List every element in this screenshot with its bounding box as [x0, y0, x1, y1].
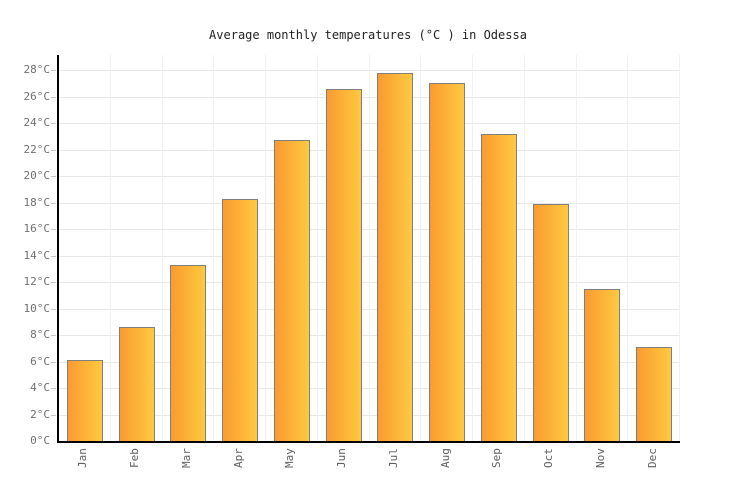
y-gridline — [59, 176, 680, 177]
y-axis-tick — [51, 335, 56, 336]
bar-dec — [636, 346, 673, 441]
y-axis-tick — [51, 149, 56, 151]
bar-nov — [584, 288, 621, 441]
y-axis-label: 28°C — [23, 63, 51, 76]
x-gridline — [161, 55, 163, 441]
bar-jul — [377, 72, 414, 441]
y-axis-tick — [51, 229, 56, 230]
x-axis-label-jan: Jan — [76, 448, 90, 468]
x-axis-label-feb: Feb — [128, 448, 142, 468]
bar-aug — [429, 83, 466, 441]
bar-feb — [118, 327, 155, 441]
y-gridline — [59, 202, 680, 204]
x-axis-label-apr: Apr — [231, 448, 245, 468]
y-axis-tick — [51, 361, 56, 363]
y-axis-label: 20°C — [23, 169, 51, 182]
y-axis-tick — [51, 414, 56, 416]
x-gridline — [420, 55, 422, 441]
x-gridline — [523, 55, 525, 441]
x-axis-label-mar: Mar — [179, 448, 193, 468]
y-gridline — [59, 414, 680, 416]
bar-sep — [480, 133, 517, 441]
x-axis-label-aug: Aug — [438, 448, 452, 468]
y-axis-label: 4°C — [30, 381, 50, 394]
y-axis-tick — [51, 282, 56, 283]
x-gridline — [316, 55, 318, 441]
x-gridline — [213, 55, 215, 441]
y-axis-label: 8°C — [30, 328, 50, 341]
y-gridline — [59, 335, 680, 336]
bar-jan — [66, 360, 103, 441]
bar-jun — [325, 88, 362, 441]
chart-title: Average monthly temperatures (°C ) in Od… — [209, 28, 527, 42]
y-gridline — [59, 361, 680, 363]
y-gridline — [59, 70, 680, 71]
x-gridline — [472, 55, 473, 441]
x-axis-label-may: May — [283, 448, 297, 468]
y-axis-label: 24°C — [23, 116, 51, 129]
x-axis-label-dec: Dec — [645, 448, 659, 468]
y-axis-tick — [51, 70, 56, 71]
y-gridline — [59, 229, 680, 230]
y-axis-tick — [51, 255, 56, 257]
x-gridline — [679, 55, 680, 441]
bar-may — [273, 140, 310, 441]
y-axis-tick — [51, 388, 56, 389]
y-gridline — [59, 96, 680, 98]
x-gridline — [265, 55, 266, 441]
x-axis-label-sep: Sep — [490, 448, 504, 468]
y-axis-tick — [51, 176, 56, 177]
y-gridline — [59, 282, 680, 283]
y-gridline — [59, 123, 680, 124]
bar-apr — [222, 198, 259, 441]
y-axis-label: 14°C — [23, 248, 51, 262]
x-axis-label-nov: Nov — [593, 448, 607, 468]
y-axis-tick — [51, 202, 56, 204]
y-axis-label: 10°C — [23, 301, 51, 315]
y-axis-label: 6°C — [30, 354, 50, 368]
plot-area — [51, 55, 680, 443]
bar-oct — [532, 203, 569, 441]
y-axis-tick — [51, 308, 56, 310]
x-gridline — [575, 55, 577, 441]
x-gridline — [368, 55, 370, 441]
x-axis-label-jul: Jul — [386, 448, 400, 468]
x-gridline — [627, 55, 629, 441]
y-axis-label: 22°C — [23, 142, 51, 156]
y-axis-label: 18°C — [23, 195, 51, 209]
x-gridline — [109, 55, 111, 441]
y-axis-label: 16°C — [23, 222, 51, 235]
y-axis-label: 26°C — [23, 89, 51, 103]
y-gridline — [59, 149, 680, 151]
y-axis-label: 2°C — [30, 407, 50, 421]
bar-mar — [170, 264, 207, 441]
y-axis-label: 0°C — [30, 434, 50, 447]
y-gridline — [59, 308, 680, 310]
x-axis-label-oct: Oct — [542, 448, 556, 468]
y-gridline — [59, 388, 680, 389]
y-axis-label: 12°C — [23, 275, 51, 288]
y-gridline — [59, 255, 680, 257]
y-axis-tick — [51, 123, 56, 124]
x-axis-label-jun: Jun — [335, 448, 349, 468]
y-axis-tick — [51, 96, 56, 98]
